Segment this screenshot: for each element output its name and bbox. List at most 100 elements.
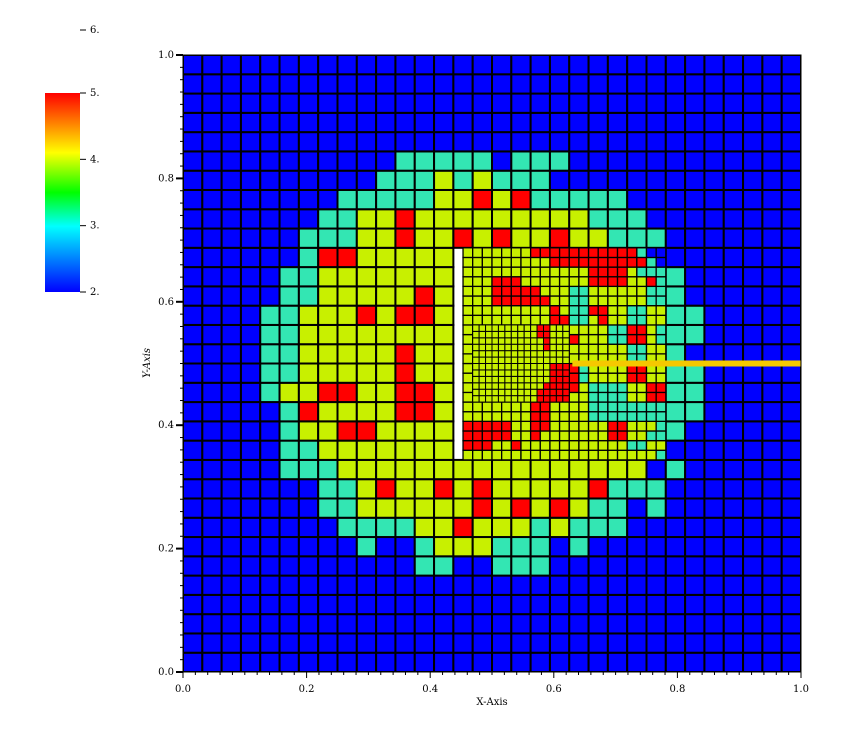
heatmap-cell (568, 169, 590, 191)
heatmap-cell (510, 369, 519, 377)
heatmap-cell (336, 401, 358, 423)
heatmap-cell (529, 256, 541, 268)
heatmap-cell (491, 324, 499, 332)
heatmap-cell (529, 497, 551, 519)
heatmap-cell (780, 651, 801, 672)
heatmap-cell (543, 343, 551, 352)
heatmap-cell (491, 55, 513, 76)
heatmap-cell (543, 330, 551, 339)
heatmap-cell (510, 256, 522, 268)
heatmap-cell (394, 150, 416, 172)
heatmap-cell (558, 276, 570, 288)
heatmap-cell (510, 169, 532, 191)
heatmap-cell (684, 188, 706, 211)
heatmap-cell (587, 247, 599, 259)
heatmap-cell (504, 363, 512, 371)
heatmap-cell (761, 323, 783, 346)
heatmap-cell (742, 55, 764, 76)
heatmap-cell (481, 314, 493, 326)
heatmap-cell (336, 574, 358, 596)
heatmap-cell (433, 439, 455, 461)
heatmap-cell (355, 208, 378, 230)
heatmap-cell (491, 92, 513, 114)
heatmap-cell (259, 55, 281, 76)
heatmap-cell (523, 363, 532, 371)
heatmap-cell (394, 593, 416, 616)
heatmap-cell (220, 574, 242, 596)
heatmap-cell (183, 632, 204, 654)
heatmap-cell (433, 55, 455, 76)
heatmap-cell (472, 256, 483, 268)
heatmap-cell (562, 395, 570, 403)
heatmap-cell (497, 330, 506, 339)
heatmap-cell (587, 536, 609, 558)
heatmap-cell (471, 613, 493, 635)
heatmap-cell (587, 111, 609, 134)
heatmap-cell (616, 372, 628, 384)
x-tick-label: 0.6 (546, 684, 562, 695)
heatmap-cell (664, 478, 687, 500)
heatmap-cell (645, 111, 667, 134)
heatmap-cell (201, 401, 223, 423)
heatmap-cell (549, 369, 557, 377)
heatmap-cell (259, 536, 281, 558)
heatmap-cell (220, 401, 242, 423)
x-tick-label: 0.8 (669, 684, 685, 695)
heatmap-cell (703, 304, 725, 326)
heatmap-cell (529, 295, 541, 307)
heatmap-cell (548, 208, 571, 230)
heatmap-cell (220, 362, 242, 384)
heatmap-cell (278, 188, 300, 211)
heatmap-cell (413, 516, 436, 539)
heatmap-cell (220, 439, 242, 461)
heatmap-cell (562, 330, 570, 339)
heatmap-cell (606, 55, 629, 76)
heatmap-cell (597, 439, 609, 451)
heatmap-cell (549, 256, 561, 268)
heatmap-cell (413, 188, 436, 211)
heatmap-cell (517, 356, 525, 364)
heatmap-cell (562, 388, 570, 397)
heatmap-cell (607, 256, 619, 268)
heatmap-cell (742, 555, 764, 577)
heatmap-cell (394, 651, 416, 672)
heatmap-cell (317, 536, 339, 558)
heatmap-cell (587, 555, 609, 577)
heatmap-cell (239, 574, 262, 596)
heatmap-cell (529, 266, 541, 278)
heatmap-cell (201, 150, 223, 172)
heatmap-cell (433, 401, 455, 423)
heatmap-cell (278, 343, 300, 365)
heatmap-cell (780, 73, 801, 95)
heatmap-cell (520, 266, 532, 278)
heatmap-cell (517, 343, 525, 352)
heatmap-cell (297, 266, 320, 288)
heatmap-cell (780, 574, 801, 596)
heatmap-cell (549, 395, 557, 403)
heatmap-cell (539, 420, 551, 432)
heatmap-cell (548, 516, 571, 539)
heatmap-cell (491, 420, 503, 432)
heatmap-cell (529, 208, 551, 230)
heatmap-cell (239, 458, 262, 481)
heatmap-cell (607, 411, 619, 422)
heatmap-cell (220, 208, 242, 230)
heatmap-cell (517, 350, 525, 358)
heatmap-cell (548, 111, 571, 134)
heatmap-cell (504, 330, 512, 339)
heatmap-cell (201, 169, 223, 191)
heatmap-cell (664, 246, 687, 269)
heatmap-cell (568, 324, 580, 336)
heatmap-cell (520, 411, 532, 422)
heatmap-cell (239, 593, 262, 616)
heatmap-cell (491, 516, 513, 539)
heatmap-cell (201, 208, 223, 230)
heatmap-cell (530, 369, 538, 377)
heatmap-cell (664, 401, 687, 423)
heatmap-cell (587, 343, 599, 355)
heatmap-cell (355, 55, 378, 76)
heatmap-cell (761, 632, 783, 654)
heatmap-cell (568, 651, 590, 672)
heatmap-cell (510, 613, 532, 635)
heatmap-cell (452, 593, 474, 616)
